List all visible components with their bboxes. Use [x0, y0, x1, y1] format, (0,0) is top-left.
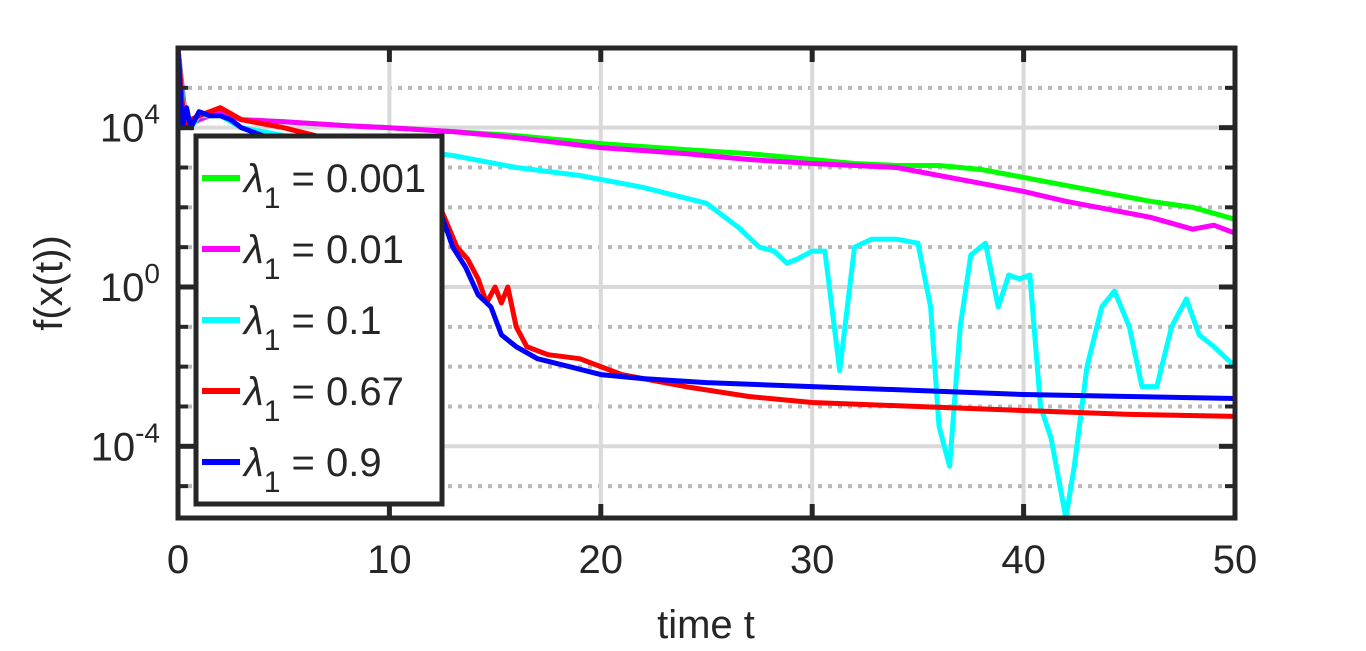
x-tick-labels: 0 10 20 30 40 50 — [167, 538, 1257, 582]
plot-frame — [175, 45, 1238, 521]
x-tick-label: 10 — [367, 538, 412, 582]
tick-marks — [175, 46, 1238, 518]
series-line — [178, 48, 1235, 236]
legend-label: λ1 = 0.01 — [242, 228, 404, 286]
legend-label: λ1 = 0.67 — [242, 370, 404, 428]
x-tick-label: 40 — [1001, 538, 1046, 582]
x-tick-label: 30 — [790, 538, 835, 582]
y-tick-labels: 104 100 10-4 — [91, 99, 160, 470]
series-line — [178, 48, 1235, 401]
x-tick-label: 0 — [167, 538, 189, 582]
y-tick-label: 104 — [100, 99, 160, 151]
y-tick-label: 100 — [100, 258, 160, 310]
legend-label: λ1 = 0.9 — [242, 441, 382, 499]
series-lines — [178, 48, 1235, 518]
legend-label: λ1 = 0.1 — [242, 299, 382, 357]
x-axis-label: time t — [657, 603, 755, 647]
y-axis-label: f(x(t)) — [27, 235, 71, 331]
y-tick-label: 10-4 — [91, 417, 160, 469]
x-tick-label: 20 — [579, 538, 624, 582]
series-line — [178, 48, 1235, 419]
x-tick-label: 50 — [1213, 538, 1258, 582]
legend: λ1 = 0.001 λ1 = 0.01 λ1 = 0.1 λ1 = 0.67 λ1 =… — [193, 133, 445, 507]
legend-label: λ1 = 0.001 — [242, 157, 426, 215]
